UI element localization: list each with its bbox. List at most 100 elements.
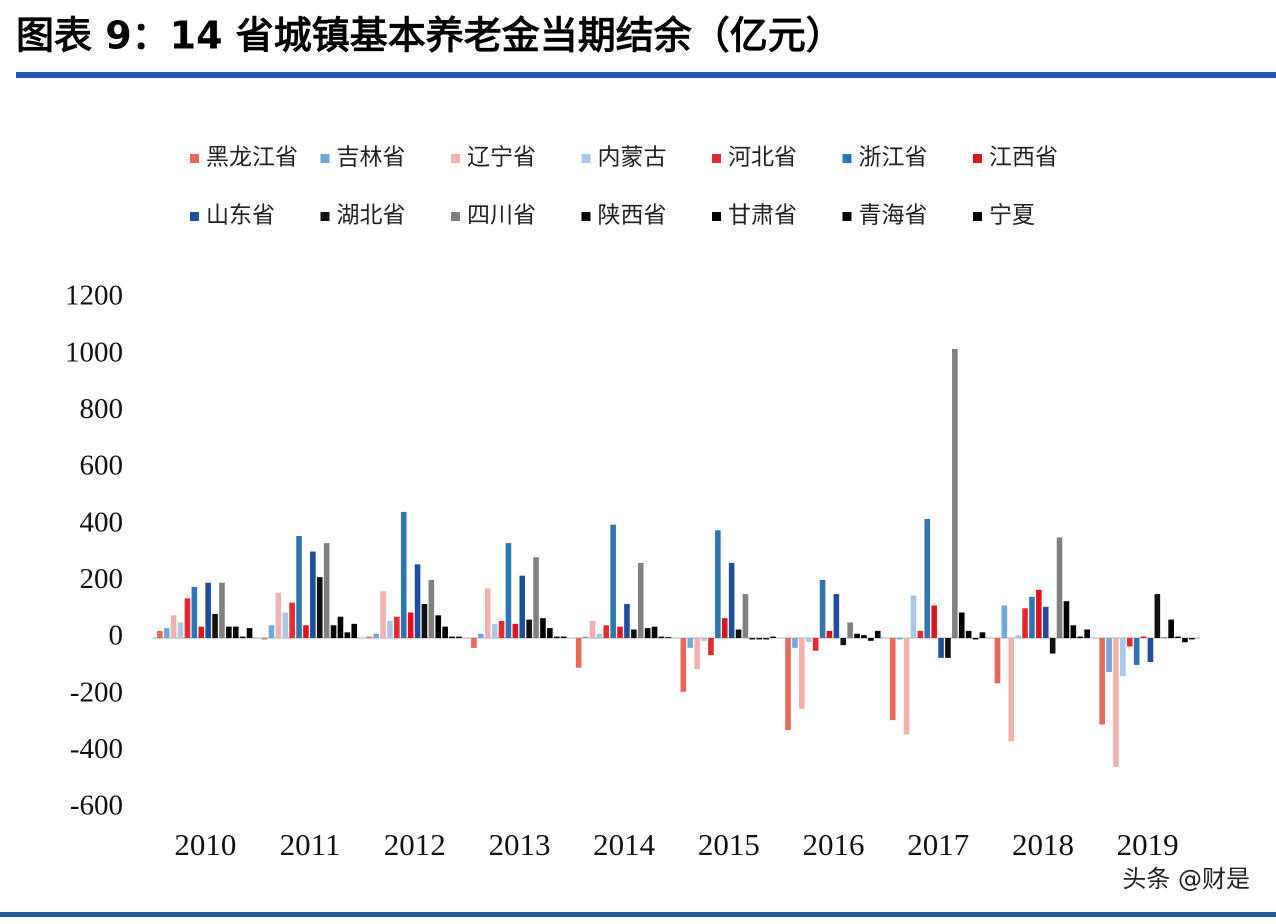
watermark: 头条 @财是 xyxy=(1122,865,1250,893)
bar xyxy=(205,582,211,638)
bar xyxy=(491,623,498,638)
bar xyxy=(330,625,337,638)
legend-label: 河北省 xyxy=(728,145,797,171)
bar xyxy=(833,594,840,638)
legend-swatch xyxy=(712,154,721,163)
legend-swatch xyxy=(190,212,199,221)
bar xyxy=(540,618,546,638)
bar xyxy=(1070,625,1077,638)
x-tick-label: 2014 xyxy=(593,827,656,862)
bar xyxy=(226,626,232,638)
bar xyxy=(749,638,756,640)
legend-swatch xyxy=(320,154,330,163)
bar xyxy=(421,604,428,638)
bar xyxy=(1049,638,1056,654)
legend-label: 内蒙古 xyxy=(598,145,667,171)
bar xyxy=(701,638,707,641)
bar xyxy=(1161,637,1168,638)
legend-swatch xyxy=(190,154,199,163)
bar xyxy=(624,604,630,638)
bar xyxy=(478,633,484,638)
y-tick-label: -600 xyxy=(70,790,123,822)
bar xyxy=(965,630,972,638)
y-tick-label: 0 xyxy=(109,620,124,652)
bar xyxy=(560,636,567,638)
bar xyxy=(1175,636,1181,638)
bar xyxy=(1189,638,1195,640)
bar xyxy=(1022,608,1028,638)
bar xyxy=(1084,629,1090,638)
bar xyxy=(1133,638,1140,665)
bar xyxy=(456,636,462,638)
bar xyxy=(212,613,218,638)
bar xyxy=(351,623,358,638)
x-tick-label: 2012 xyxy=(384,827,446,862)
bar xyxy=(687,638,694,648)
bar xyxy=(994,638,1001,684)
bar xyxy=(442,626,448,638)
bar xyxy=(924,519,931,638)
bar xyxy=(874,630,881,638)
bar xyxy=(1126,638,1133,647)
bar xyxy=(770,636,776,638)
bar xyxy=(1099,638,1105,725)
bar xyxy=(157,630,163,638)
bar xyxy=(792,638,798,648)
bar xyxy=(239,636,246,638)
legend-label: 浙江省 xyxy=(859,145,928,171)
bar xyxy=(484,588,491,638)
bar xyxy=(1008,638,1015,742)
y-tick-label: 400 xyxy=(80,506,124,538)
bar xyxy=(596,633,603,638)
bar xyxy=(735,629,742,638)
title-rule xyxy=(16,72,1276,78)
y-tick-label: 800 xyxy=(80,393,124,425)
bar xyxy=(1147,638,1154,663)
legend-swatch xyxy=(973,154,982,163)
y-tick-label: -400 xyxy=(70,733,123,765)
bar xyxy=(651,626,658,638)
bar xyxy=(498,621,505,638)
bar xyxy=(191,587,198,638)
x-tick-label: 2018 xyxy=(1012,827,1074,862)
x-tick-label: 2017 xyxy=(907,827,969,862)
bar xyxy=(1056,537,1063,638)
bar xyxy=(945,638,951,658)
bar xyxy=(910,595,917,638)
bar xyxy=(471,638,477,648)
legend-label: 黑龙江省 xyxy=(206,145,298,171)
y-tick-label: 1000 xyxy=(65,336,123,368)
bar xyxy=(435,615,442,638)
bar xyxy=(184,598,191,638)
bar xyxy=(644,628,651,638)
x-tick-label: 2010 xyxy=(174,827,236,862)
legend-label: 陕西省 xyxy=(598,203,667,229)
bar xyxy=(728,562,735,638)
bar xyxy=(847,622,853,638)
bar xyxy=(512,623,519,638)
bar xyxy=(289,602,295,638)
x-tick-label: 2013 xyxy=(488,827,550,862)
legend-label: 吉林省 xyxy=(337,145,406,171)
legend-label: 青海省 xyxy=(859,203,928,229)
bar xyxy=(610,524,616,638)
bar xyxy=(1029,596,1035,638)
bar xyxy=(861,635,867,638)
bar xyxy=(637,562,644,638)
bar xyxy=(344,632,351,638)
bar xyxy=(799,638,805,709)
bar xyxy=(665,637,672,638)
bar xyxy=(303,625,309,638)
bar xyxy=(708,638,714,655)
bar xyxy=(721,618,728,638)
legend-label: 四川省 xyxy=(467,203,536,229)
legend-label: 甘肃省 xyxy=(728,203,797,229)
bar xyxy=(533,557,539,638)
bar xyxy=(163,628,170,638)
bar xyxy=(553,636,560,638)
bar xyxy=(1042,606,1049,638)
bar xyxy=(958,612,965,638)
bar xyxy=(1168,619,1174,638)
y-tick-label: -200 xyxy=(70,676,123,708)
legend-label: 江西省 xyxy=(989,145,1058,171)
